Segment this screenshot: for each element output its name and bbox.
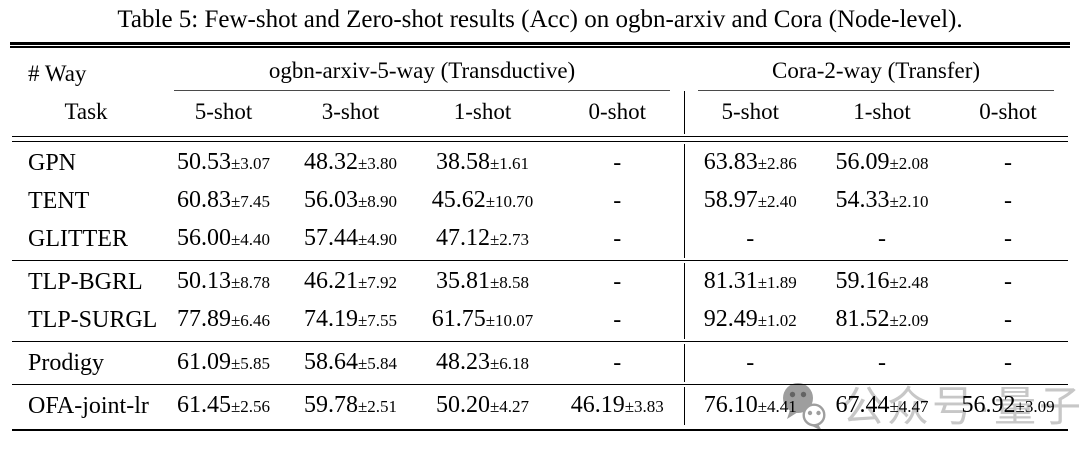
group-header-row: # Way ogbn-arxiv-5-way (Transductive) Co… [12, 48, 1068, 91]
method-name: TLP-SURGL [28, 307, 158, 333]
col-header-arxiv-1shot: 1-shot [453, 98, 512, 124]
value-cell: - [1004, 307, 1013, 333]
value-cell: 81.31±1.89 [683, 263, 817, 301]
value-cell: 61.75±10.07 [431, 306, 534, 332]
value-cell: 67.44±4.47 [835, 392, 929, 418]
value-cell: 61.09±5.85 [176, 349, 271, 375]
value-cell: - [613, 188, 622, 214]
value-cell: 61.45±2.56 [176, 392, 271, 418]
value-cell: 59.78±2.51 [303, 392, 398, 418]
method-name: GPN [28, 150, 77, 176]
value-cell: 81.52±2.09 [835, 306, 929, 332]
value-cell: - [1004, 350, 1013, 376]
value-cell: - [1004, 226, 1013, 252]
value-cell: - [613, 350, 622, 376]
table-caption: Table 5: Few-shot and Zero-shot results … [117, 6, 963, 33]
paper-table-figure: Table 5: Few-shot and Zero-shot results … [10, 6, 1070, 434]
method-name: OFA-joint-lr [28, 393, 149, 419]
value-cell: - [613, 226, 622, 252]
value-cell: - [878, 226, 887, 252]
table-rule [12, 134, 1069, 145]
value-cell: 63.83±2.86 [683, 144, 817, 182]
value-cell: 57.44±4.90 [303, 225, 398, 251]
value-cell: 59.16±2.48 [835, 268, 929, 294]
method-name: TENT [28, 188, 90, 214]
table-row: TLP-SURGL 77.89±6.46 74.19±7.55 61.75±10.07… [12, 301, 1068, 339]
value-cell: 74.19±7.55 [303, 306, 398, 332]
value-cell: 38.58±1.61 [435, 149, 530, 175]
value-cell: 58.64±5.84 [303, 349, 398, 375]
value-cell: 46.19±3.83 [570, 392, 664, 418]
value-cell: - [613, 150, 622, 176]
value-cell: - [613, 307, 622, 333]
value-cell: - [1004, 269, 1013, 295]
value-cell: 50.13±8.78 [176, 268, 271, 294]
value-cell: 46.21±7.92 [303, 268, 398, 294]
value-cell: 50.20±4.27 [435, 392, 530, 418]
value-cell: 56.00±4.40 [176, 225, 271, 251]
group-header-cora: Cora-2-way (Transfer) [684, 48, 1068, 91]
table-rule [12, 258, 1069, 263]
method-name: GLITTER [28, 226, 128, 252]
table-row: OFA-joint-lr 61.45±2.56 59.78±2.51 50.20±4.… [12, 387, 1068, 425]
value-cell: - [1004, 188, 1013, 214]
col-header-arxiv-0shot: 0-shot [588, 98, 647, 124]
table-row: TLP-BGRL 50.13±8.78 46.21±7.92 35.81±8.58 - 8… [12, 263, 1068, 301]
value-cell: 47.12±2.73 [435, 225, 530, 251]
table-rule [12, 425, 1069, 433]
corner-task-label: Task [64, 98, 108, 124]
table-rule [12, 382, 1069, 387]
col-header-cora-0shot: 0-shot [979, 98, 1037, 124]
value-cell: 56.09±2.08 [835, 149, 929, 175]
value-cell: 35.81±8.58 [435, 268, 530, 294]
value-cell: 45.62±10.70 [431, 187, 534, 213]
watermark: 公众号·量子位 [779, 381, 1080, 433]
table-rule [12, 339, 1069, 344]
col-header-cora-5shot: 5-shot [683, 90, 817, 134]
value-cell: - [613, 269, 622, 295]
table-row: TENT 60.83±7.45 56.03±8.90 45.62±10.70 - 58.9… [12, 182, 1068, 220]
value-cell: 77.89±6.46 [176, 306, 271, 332]
value-cell: - [1004, 150, 1013, 176]
table-top-rule [10, 42, 1070, 48]
value-cell: 48.32±3.80 [303, 149, 398, 175]
value-cell: 76.10±4.41 [683, 387, 817, 425]
value-cell: 92.49±1.02 [683, 301, 817, 339]
value-cell: - [683, 344, 817, 382]
table-row: Prodigy 61.09±5.85 58.64±5.84 48.23±6.18 - - -… [12, 344, 1068, 382]
value-cell: 54.33±2.10 [835, 187, 929, 213]
col-header-arxiv-3shot: 3-shot [321, 98, 380, 124]
value-cell: 56.92±3.09 [961, 392, 1055, 418]
column-header-row: Task 5-shot 3-shot 1-shot 0-shot 5-shot … [12, 90, 1068, 134]
table-row: GPN 50.53±3.07 48.32±3.80 38.58±1.61 - 63.83±… [12, 144, 1068, 182]
results-table: # Way ogbn-arxiv-5-way (Transductive) Co… [12, 48, 1069, 434]
value-cell: 50.53±3.07 [176, 149, 271, 175]
col-header-arxiv-5shot: 5-shot [194, 98, 253, 124]
value-cell: 58.97±2.40 [683, 182, 817, 220]
table-row: GLITTER 56.00±4.40 57.44±4.90 47.12±2.73 - - -… [12, 220, 1068, 258]
value-cell: 60.83±7.45 [176, 187, 271, 213]
col-header-cora-1shot: 1-shot [853, 98, 911, 124]
value-cell: - [878, 350, 887, 376]
value-cell: 48.23±6.18 [435, 349, 530, 375]
value-cell: - [683, 220, 817, 258]
method-name: Prodigy [28, 350, 105, 376]
watermark-text: 公众号·量子位 [842, 383, 1080, 430]
method-name: TLP-BGRL [28, 269, 143, 295]
value-cell: 56.03±8.90 [303, 187, 398, 213]
corner-way-label: # Way [28, 60, 87, 86]
group-header-arxiv: ogbn-arxiv-5-way (Transductive) [160, 48, 684, 91]
